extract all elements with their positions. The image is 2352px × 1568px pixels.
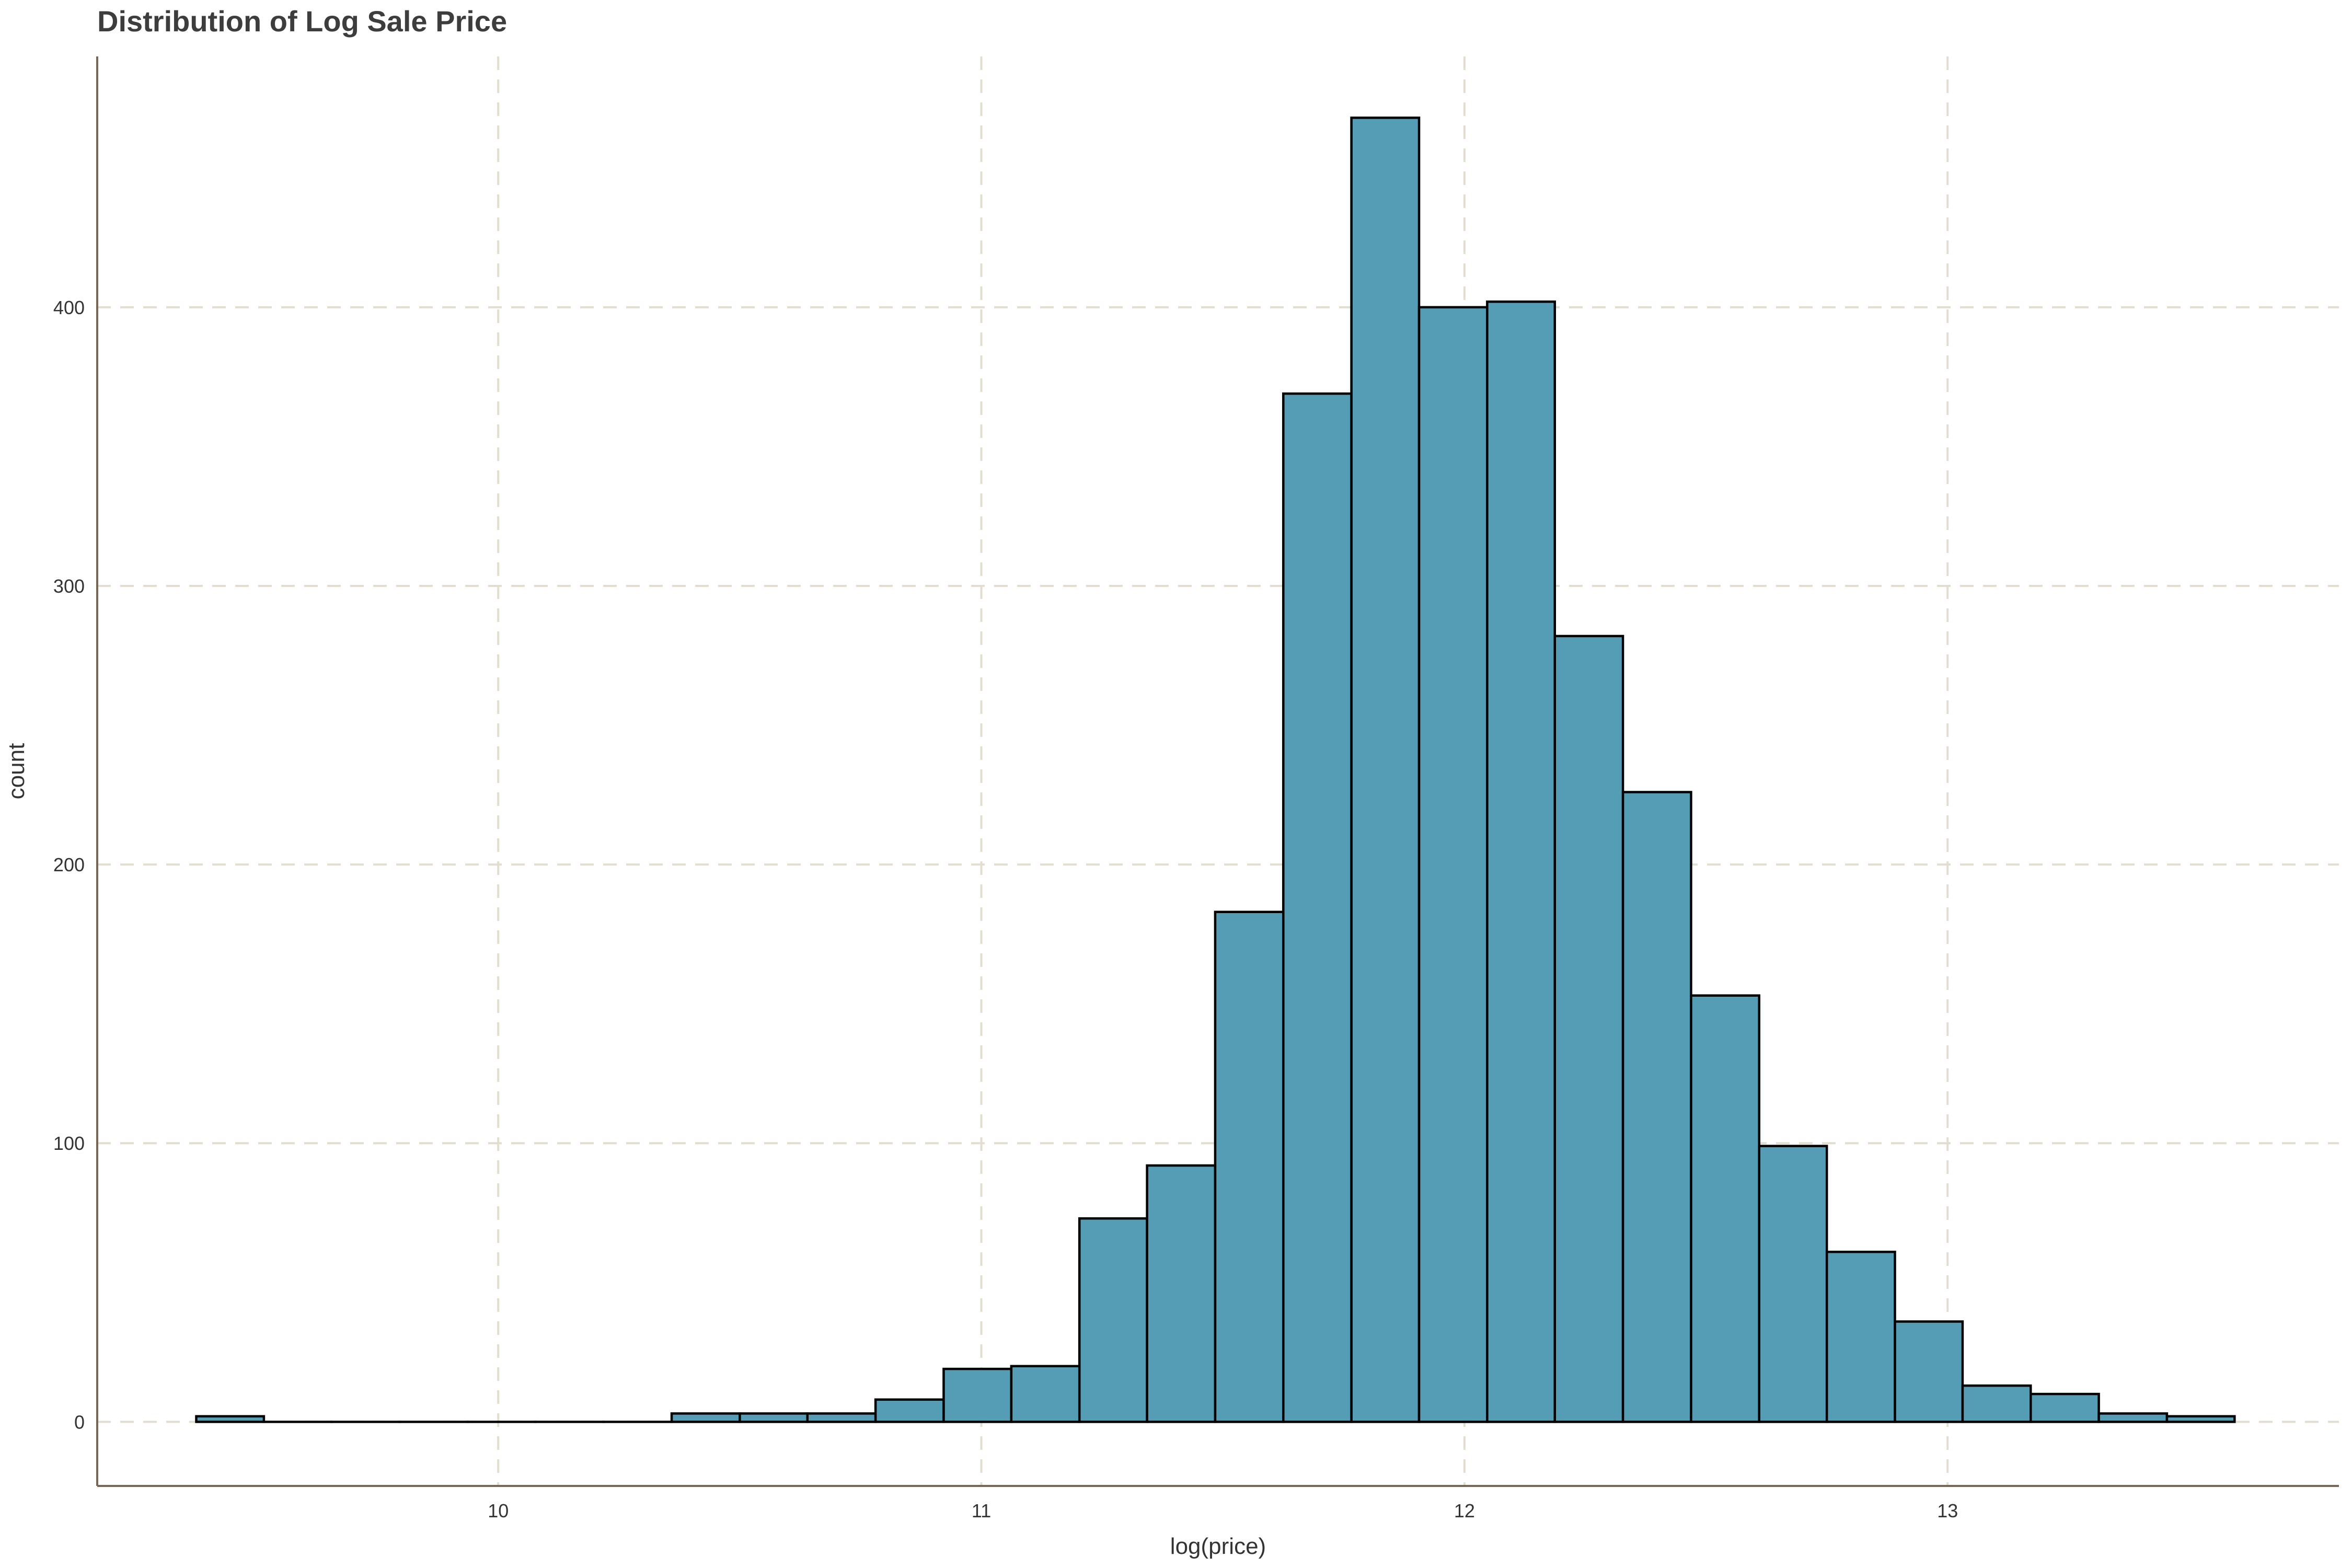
histogram-bar [874,1398,945,1423]
y-tick-label: 0 [74,1411,85,1433]
histogram-bar [1282,392,1353,1423]
histogram-bar [1417,306,1489,1423]
histogram-bar [1350,117,1421,1423]
histogram-bar [806,1412,877,1423]
histogram-bar [2165,1415,2236,1423]
histogram-bar [1961,1384,2032,1423]
histogram-bar [1825,1250,1896,1423]
histogram-bar [942,1367,1013,1423]
histogram-bar [1758,1145,1828,1423]
y-axis-title: count [4,743,29,800]
histogram-bar [195,1415,266,1423]
x-axis-title: log(price) [1170,1534,1266,1559]
x-tick-label: 13 [1937,1500,1958,1521]
y-tick-label: 400 [53,297,85,318]
x-tick-label: 11 [972,1500,991,1521]
histogram-bar [1621,791,1692,1423]
histogram-bar [1894,1320,1964,1423]
histogram-bar [1690,994,1761,1423]
histogram-bar [1214,910,1285,1423]
histogram-bar [2097,1412,2169,1423]
histogram-bars [195,117,2236,1423]
chart-title: Distribution of Log Sale Price [97,5,508,38]
histogram-bar [670,1412,741,1423]
histogram-bar [739,1412,809,1423]
histogram-bar [1010,1365,1081,1423]
axis-ticks: 10 11 12 13 0 100 200 300 400 [53,297,1958,1521]
y-tick-label: 200 [53,854,85,875]
x-tick-label: 10 [488,1500,509,1521]
histogram-bar [1078,1217,1148,1423]
y-tick-label: 300 [53,575,85,597]
histogram-bar [1146,1164,1217,1423]
histogram-bar [1486,300,1557,1423]
y-tick-label: 100 [53,1133,85,1154]
x-tick-label: 12 [1454,1500,1475,1521]
histogram-bar [2030,1392,2100,1423]
histogram-bar [1553,635,1624,1423]
